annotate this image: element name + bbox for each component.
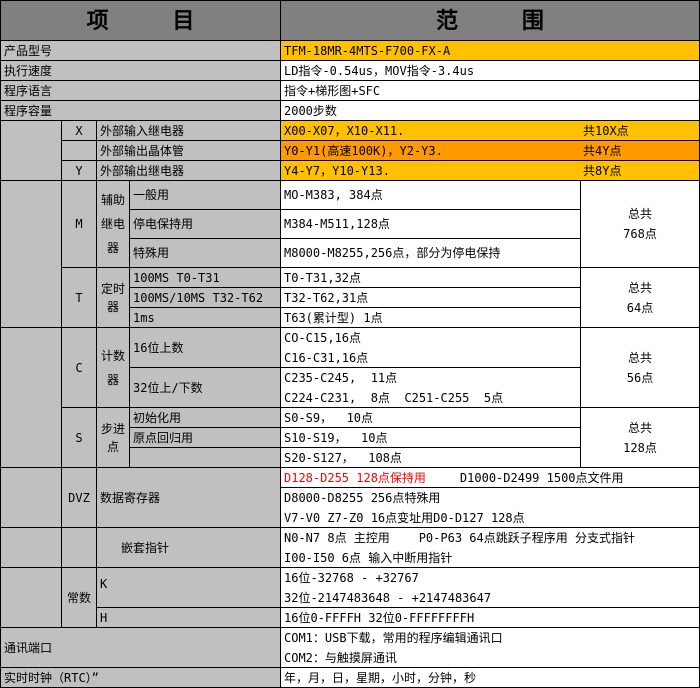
s-item-value: S10-S19， 10点	[280, 427, 581, 448]
s-item-value: S20-S127， 108点	[280, 447, 581, 468]
const-label: 常数	[61, 567, 97, 628]
nest-line-2: I00-I50 6点 输入中断用指针	[284, 550, 453, 565]
capacity-value: 2000步数	[280, 100, 700, 121]
s-item-label	[129, 447, 281, 468]
c-value-line: C235-C245, 11点	[284, 370, 398, 385]
y-relay-label: 外部输出继电器	[96, 160, 281, 181]
x-label: 外部输入继电器	[96, 120, 281, 141]
y-code: Y	[61, 160, 97, 181]
t-group: 定时器	[96, 267, 130, 328]
nest-label: 嵌套指针	[96, 527, 281, 568]
c-group: 计数器	[96, 327, 130, 408]
y-relay-value: Y4-Y7，Y10-Y13. 共8Y点	[280, 160, 700, 181]
d-lines: D8000-D8255 256点特殊用 V7-V0 Z7-Z0 16点变址用D0…	[280, 487, 700, 528]
language-label: 程序语言	[0, 80, 281, 101]
s-code: S	[61, 407, 97, 468]
m-item-label: 特殊用	[129, 238, 281, 268]
c-item-label: 16位上数	[129, 327, 281, 368]
const-k-value: 16位-32768 - +32767 32位-2147483648 - +214…	[280, 567, 700, 608]
m-item-label: 一般用	[129, 180, 281, 210]
t-item-value: T63(累计型) 1点	[280, 307, 581, 328]
y-transistor-total: 共4Y点	[583, 143, 622, 158]
m-item-value: MO-M383, 384点	[280, 180, 581, 210]
t-total: 总共 64点	[580, 267, 700, 328]
m-code: M	[61, 180, 97, 268]
mt-blank	[0, 180, 62, 328]
language-value: 指令+梯形图+SFC	[280, 80, 700, 101]
c-item-value: C235-C245, 11点 C224-C231, 8点 C251-C255 5…	[280, 367, 581, 408]
const-h-value: 16位0-FFFFH 32位0-FFFFFFFFH	[280, 607, 700, 628]
cs-blank	[0, 327, 62, 468]
s-group: 步进点	[96, 407, 130, 468]
model-value: TFM-18MR-4MTS-F700-FX-A	[280, 40, 700, 61]
header-item: 项 目	[0, 0, 281, 41]
comm-line-2: COM2：与触摸屏通讯	[284, 650, 397, 665]
s-total: 总共 128点	[580, 407, 700, 468]
nest-line-1: N0-N7 8点 主控用 P0-P63 64点跳跃子程序用 分支式指针	[284, 530, 635, 545]
d-code: DVZ	[61, 467, 97, 528]
const-k-line-2: 32位-2147483648 - +2147483647	[284, 590, 492, 605]
rtc-value: 年，月，日，星期，小时，分钟，秒	[280, 667, 700, 688]
speed-label: 执行速度	[0, 60, 281, 81]
model-label: 产品型号	[0, 40, 281, 61]
const-k-label: K	[96, 567, 281, 608]
y-transistor-code	[61, 140, 97, 161]
io-blank	[0, 120, 62, 181]
x-range: X00-X07，X10-X11.	[284, 123, 405, 138]
t-item-label: 100MS/10MS T32-T62	[129, 287, 281, 308]
s-item-label: 初始化用	[129, 407, 281, 428]
d-line-2: D8000-D8255 256点特殊用	[284, 490, 441, 505]
t-item-value: T0-T31,32点	[280, 267, 581, 288]
capacity-label: 程序容量	[0, 100, 281, 121]
const-blank	[0, 567, 62, 628]
m-item-label: 停电保持用	[129, 209, 281, 239]
comm-line-1: COM1：USB下载，常用的程序编辑通讯口	[284, 630, 503, 645]
comm-label: 通讯端口	[0, 627, 281, 668]
rtc-label: 实时时钟（RTC）”	[0, 667, 281, 688]
m-item-value: M8000-M8255,256点，部分为停电保持	[280, 238, 581, 268]
d-label: 数据寄存器	[96, 467, 281, 528]
m-item-value: M384-M511,128点	[280, 209, 581, 239]
comm-value: COM1：USB下载，常用的程序编辑通讯口 COM2：与触摸屏通讯	[280, 627, 700, 668]
y-transistor-value: Y0-Y1(高速100K)，Y2-Y3. 共4Y点	[280, 140, 700, 161]
t-item-label: 100MS T0-T31	[129, 267, 281, 288]
d-line-3: V7-V0 Z7-Z0 16点变址用D0-D127 128点	[284, 510, 525, 525]
m-group: 辅助继电器	[96, 180, 130, 268]
nest-code	[61, 527, 97, 568]
const-h-label: H	[96, 607, 281, 628]
x-value: X00-X07，X10-X11. 共10X点	[280, 120, 700, 141]
x-code: X	[61, 120, 97, 141]
speed-value: LD指令-0.54us，MOV指令-3.4us	[280, 60, 700, 81]
c-value-line: C16-C31,16点	[284, 350, 369, 365]
t-item-label: 1ms	[129, 307, 281, 328]
header-range: 范 围	[280, 0, 700, 41]
y-relay-total: 共8Y点	[583, 163, 622, 178]
x-total: 共10X点	[583, 123, 629, 138]
m-total: 总共 768点	[580, 180, 700, 268]
nest-value: N0-N7 8点 主控用 P0-P63 64点跳跃子程序用 分支式指针 I00-…	[280, 527, 700, 568]
c-code: C	[61, 327, 97, 408]
y-transistor-label: 外部输出晶体管	[96, 140, 281, 161]
d-line-1: D128-D255 128点保持用 D1000-D2499 1500点文件用	[280, 467, 700, 488]
s-item-label: 原点回归用	[129, 427, 281, 448]
nest-blank	[0, 527, 62, 568]
c-value-line: CO-C15,16点	[284, 330, 362, 345]
c-item-value: CO-C15,16点 C16-C31,16点	[280, 327, 581, 368]
y-transistor-range: Y0-Y1(高速100K)，Y2-Y3.	[284, 143, 443, 158]
d-retentive: D128-D255 128点保持用	[284, 470, 426, 485]
const-k-line-1: 16位-32768 - +32767	[284, 570, 419, 585]
c-total: 总共 56点	[580, 327, 700, 408]
c-value-line: C224-C231, 8点 C251-C255 5点	[284, 390, 504, 405]
y-relay-range: Y4-Y7，Y10-Y13.	[284, 163, 390, 178]
t-code: T	[61, 267, 97, 328]
c-item-label: 32位上/下数	[129, 367, 281, 408]
d-file: D1000-D2499 1500点文件用	[459, 470, 624, 485]
s-item-value: S0-S9， 10点	[280, 407, 581, 428]
d-blank	[0, 467, 62, 528]
t-item-value: T32-T62,31点	[280, 287, 581, 308]
